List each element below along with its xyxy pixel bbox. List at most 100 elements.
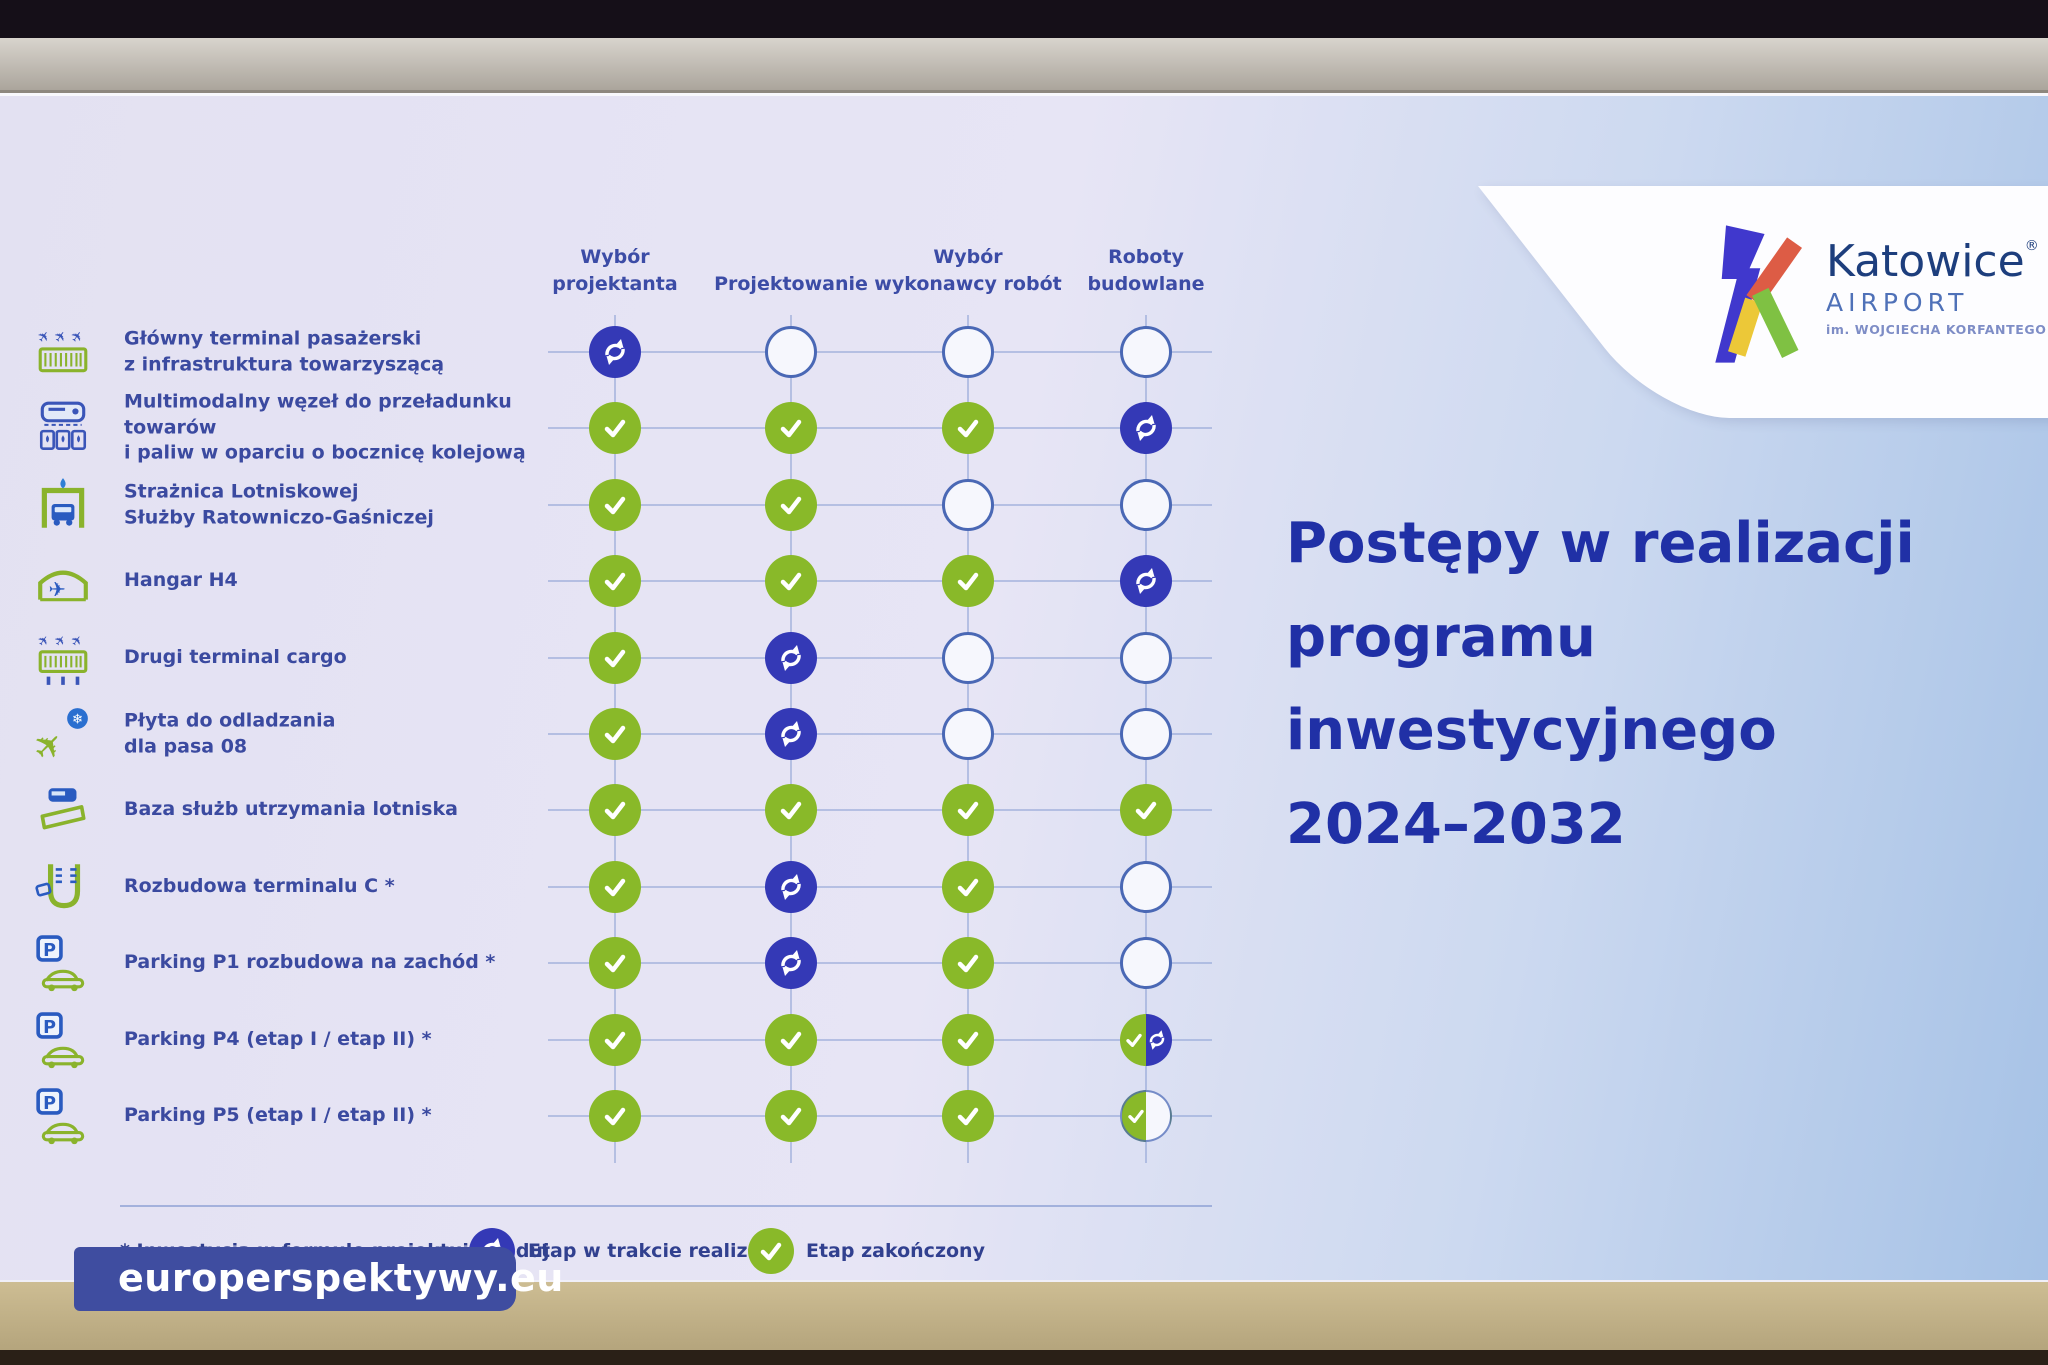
legend-label-done: Etap zakończony — [806, 1240, 985, 1262]
screen-bezel — [0, 38, 2048, 93]
row-label: Hangar H4 — [124, 568, 574, 594]
deicing-icon: ✈ ❄ — [24, 705, 92, 771]
status-done-check-icon — [942, 402, 994, 454]
status-done-in-progress — [1120, 1014, 1172, 1066]
katowice-airport-logo: Katowice® AIRPORT im. WOJCIECHA KORFANTE… — [1700, 211, 2046, 401]
logo-airport-text: AIRPORT — [1826, 288, 1969, 317]
status-done-check-icon — [942, 937, 994, 989]
row-label: Parking P5 (etap I / etap II) * — [124, 1103, 574, 1129]
status-done-check-icon — [589, 784, 641, 836]
grid-row-line — [548, 1039, 1212, 1041]
status-pending — [942, 479, 994, 531]
svg-text:✈: ✈ — [34, 721, 74, 763]
status-pending — [1120, 708, 1172, 760]
title-line-1: Postępy w realizacji — [1286, 511, 1915, 576]
row-label-line: Multimodalny węzeł do przeładunku towaró… — [124, 390, 512, 439]
status-pending — [1120, 326, 1172, 378]
row-label-line: Hangar H4 — [124, 569, 238, 592]
passenger-terminal-icon: ✈ ✈ ✈ — [34, 323, 92, 381]
status-pending — [942, 708, 994, 760]
status-pending — [1120, 937, 1172, 989]
registered-mark: ® — [2024, 238, 2039, 254]
status-in-progress-refresh-icon — [765, 861, 817, 913]
row-label-line: Parking P4 (etap I / etap II) * — [124, 1028, 432, 1051]
status-done-pending — [1120, 1090, 1172, 1142]
grid-row-line — [548, 1115, 1212, 1117]
row-label: Baza służb utrzymania lotniska — [124, 797, 574, 823]
status-done-check-icon — [589, 708, 641, 760]
row-label-line: z infrastruktura towarzyszącą — [124, 353, 445, 375]
svg-text:✈: ✈ — [49, 578, 66, 602]
status-done-check-icon — [589, 1014, 641, 1066]
column-header-wybor-wykonawcy: Wybór wykonawcy robót — [874, 245, 1062, 296]
svg-text:✈: ✈ — [68, 632, 87, 650]
legend-separator-top — [120, 1205, 1212, 1207]
status-done-check-icon — [589, 1090, 641, 1142]
row-label-line: Drugi terminal cargo — [124, 646, 347, 669]
title-line-2: programu inwestycyjnego — [1286, 604, 1777, 764]
row-label: Strażnica Lotniskowej Służby Ratowniczo-G… — [124, 479, 574, 530]
logo-brand-text: Katowice® — [1826, 236, 2039, 287]
status-done-check-icon — [942, 1014, 994, 1066]
status-done-check-icon — [765, 1090, 817, 1142]
row-label-line: Płyta do odladzania — [124, 709, 336, 732]
row-label: Parking P4 (etap I / etap II) * — [124, 1027, 574, 1053]
row-label: Multimodalny węzeł do przeładunku towaró… — [124, 390, 574, 467]
grid-row-line — [548, 427, 1212, 429]
room-dark-wall — [0, 0, 2048, 38]
grid-row-line — [548, 580, 1212, 582]
status-done-check-icon — [765, 784, 817, 836]
status-pending — [1120, 861, 1172, 913]
grid-row-line — [548, 962, 1212, 964]
row-label-line: Główny terminal pasażerski — [124, 327, 422, 350]
status-pending — [765, 326, 817, 378]
status-done-check-icon — [589, 402, 641, 454]
status-in-progress-refresh-icon — [765, 708, 817, 760]
status-done-check-icon — [589, 479, 641, 531]
fire-station-icon — [34, 476, 92, 534]
status-done-check-icon — [589, 555, 641, 607]
status-in-progress-refresh-icon — [765, 937, 817, 989]
status-done-check-icon — [1120, 784, 1172, 836]
row-label-line: Służby Ratowniczo-Gaśniczej — [124, 506, 434, 528]
svg-text:P: P — [43, 1018, 56, 1038]
parking-icon: P — [34, 1011, 92, 1069]
column-header-roboty-budowlane: Roboty budowlane — [1087, 245, 1205, 296]
row-label: Główny terminal pasażerski z infrastruktu… — [124, 326, 574, 377]
parking-icon: P — [34, 1087, 92, 1145]
status-pending — [1120, 632, 1172, 684]
parking-icon: P — [34, 934, 92, 992]
status-done-check-icon — [765, 555, 817, 607]
status-done-check-icon — [765, 402, 817, 454]
maintenance-base-icon — [34, 781, 92, 839]
column-header-projektowanie: Projektowanie — [714, 273, 868, 296]
title-line-3: 2024–2032 — [1286, 791, 1626, 857]
status-done-check-icon — [942, 861, 994, 913]
status-done-check-icon — [589, 937, 641, 989]
hangar-icon: ✈ — [34, 552, 92, 610]
status-done-check-icon — [942, 784, 994, 836]
grid-row-line — [548, 733, 1212, 735]
svg-text:❄: ❄ — [72, 713, 83, 728]
room-floor-shadow — [0, 1350, 2048, 1365]
row-label: Parking P1 rozbudowa na zachód * — [124, 950, 574, 976]
status-pending — [942, 326, 994, 378]
watermark-badge: europerspektywy.eu — [74, 1247, 563, 1311]
row-label: Drugi terminal cargo — [124, 645, 574, 671]
legend-label-in-progress: Etap w trakcie realizacji — [528, 1240, 785, 1262]
grid-row-line — [548, 504, 1212, 506]
row-label: Rozbudowa terminalu C * — [124, 874, 574, 900]
cargo-terminal-icon: ✈ ✈ ✈ — [34, 629, 92, 687]
status-pending — [1120, 479, 1172, 531]
row-label-line: dla pasa 08 — [124, 735, 248, 757]
column-header-wybor-projektanta: Wybór projektanta — [552, 245, 678, 296]
status-done-check-icon — [589, 632, 641, 684]
logo-tagline: im. WOJCIECHA KORFANTEGO — [1826, 322, 2047, 337]
row-label-line: Strażnica Lotniskowej — [124, 480, 359, 503]
multimodal-hub-icon — [34, 399, 92, 457]
row-label-line: Rozbudowa terminalu C * — [124, 875, 395, 898]
row-label: Płyta do odladzania dla pasa 08 — [124, 708, 574, 759]
grid-row-line — [548, 886, 1212, 888]
grid-row-line — [548, 657, 1212, 659]
